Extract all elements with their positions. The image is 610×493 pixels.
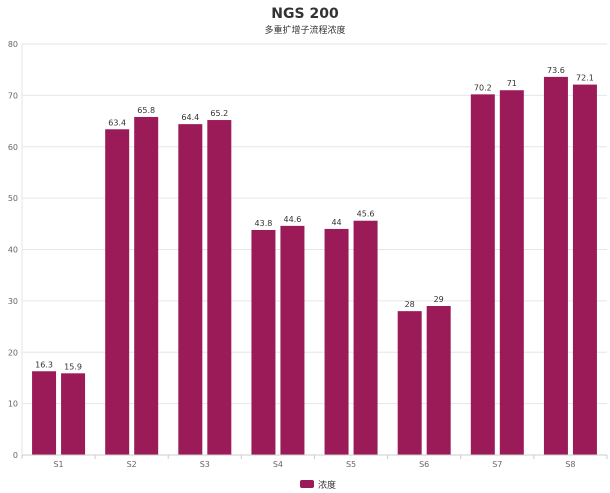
bar[interactable] [207,120,232,455]
data-label: 43.8 [255,219,273,228]
data-label: 29 [434,295,444,304]
y-tick-label: 20 [8,348,18,357]
x-axis: S1 S2 S3 S4 S5 S6 S7 S8 [21,454,608,469]
y-tick-label: 80 [8,40,18,49]
y-tick-label: 30 [8,297,18,306]
legend-label[interactable]: 浓度 [318,479,336,491]
data-label: 65.8 [137,106,155,115]
legend-swatch[interactable] [300,480,314,488]
x-tick-label: S8 [565,460,575,469]
data-label: 45.6 [357,210,375,219]
x-tick-label: S2 [127,460,137,469]
y-tick-label: 10 [8,400,18,409]
bar[interactable] [426,306,451,455]
data-label: 65.2 [210,109,228,118]
bar[interactable] [397,311,422,455]
bar[interactable] [470,94,495,455]
bar[interactable] [353,220,378,455]
data-label: 73.6 [547,66,565,75]
y-tick-label: 70 [8,91,18,100]
bar[interactable] [61,373,86,455]
data-label: 70.2 [474,83,492,92]
x-tick-label: S4 [273,460,283,469]
data-label: 63.4 [108,118,126,127]
chart-title: NGS 200 [271,6,339,22]
bar[interactable] [543,76,568,455]
data-labels: 16.3 15.9 63.4 65.8 64.4 65.2 43.8 44.6 44 45.6 28… [35,66,594,371]
data-label: 64.4 [181,113,199,122]
data-label: 71 [507,79,517,88]
y-tick-label: 60 [8,143,18,152]
bar[interactable] [324,228,349,455]
bar[interactable] [32,371,57,455]
data-label: 44 [331,218,341,227]
x-tick-label: S6 [419,460,429,469]
bar[interactable] [251,229,276,455]
bar[interactable] [178,124,203,456]
bar[interactable] [280,225,305,455]
y-axis: 0 10 20 30 40 50 60 70 80 [8,40,23,460]
bar[interactable] [105,129,130,455]
data-label: 28 [405,300,415,309]
x-tick-label: S7 [492,460,502,469]
chart-subtitle: 多重扩增子流程浓度 [264,24,345,36]
bar[interactable] [572,84,597,456]
y-tick-label: 0 [13,451,18,460]
x-tick-label: S5 [346,460,356,469]
bar[interactable] [134,116,159,455]
bar[interactable] [499,90,524,456]
x-tick-label: S1 [53,460,63,469]
bars [32,76,597,456]
data-label: 15.9 [64,362,82,371]
x-tick-label: S3 [200,460,210,469]
legend[interactable]: 浓度 [300,479,336,491]
data-label: 16.3 [35,360,53,369]
y-tick-label: 50 [8,194,18,203]
data-label: 72.1 [576,74,594,83]
data-label: 44.6 [284,215,302,224]
y-tick-label: 40 [8,246,18,255]
